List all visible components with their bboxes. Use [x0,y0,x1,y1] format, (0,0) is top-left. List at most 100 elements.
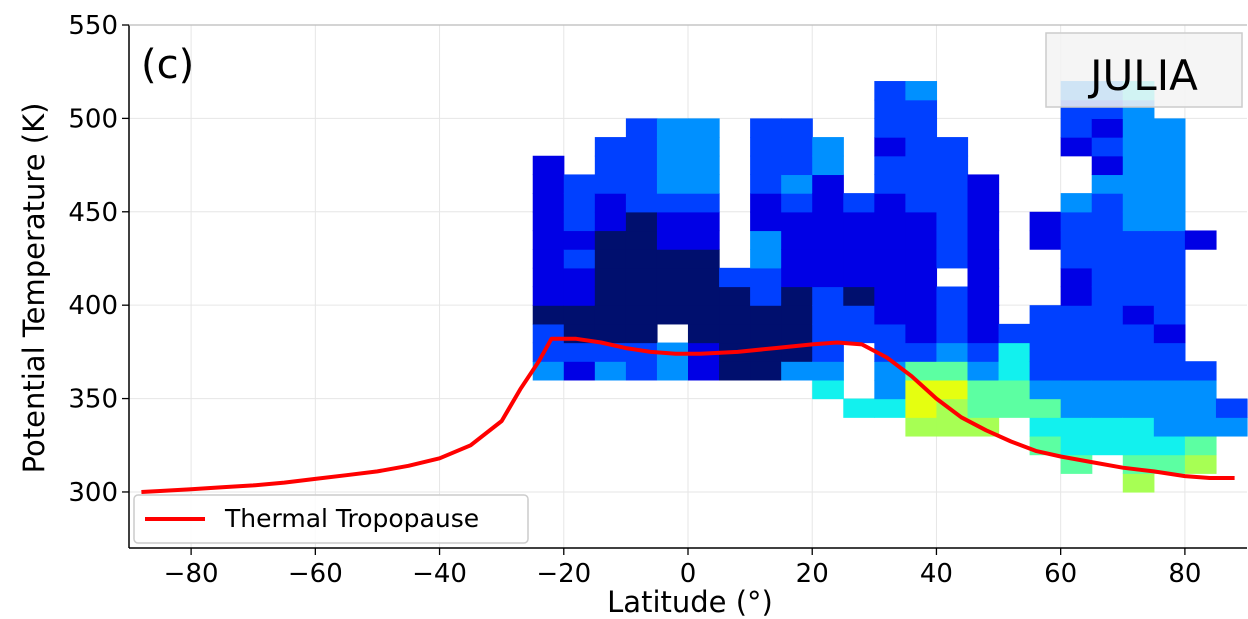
heatmap-cell [1122,286,1155,306]
heatmap-cell [625,230,658,250]
y-tick: 450 [68,198,129,228]
heatmap-cell [874,137,906,157]
heatmap-cell [594,249,627,269]
heatmap-cell [750,361,782,381]
heatmap-cell [812,342,844,362]
heatmap-cell [1153,267,1186,288]
heatmap-cell [874,155,906,176]
heatmap-cell [905,137,938,157]
heatmap-cell [594,155,627,176]
heatmap-cell [750,118,782,138]
heatmap-cell [563,193,596,213]
y-axis-label: Potential Temperature (K) [17,103,51,474]
heatmap-cell [719,305,751,325]
heatmap-cell [688,267,720,288]
heatmap-cell [688,118,720,138]
heatmap-cell [1060,435,1093,456]
heatmap-cell [905,230,938,250]
heatmap-cell [1029,342,1062,362]
heatmap-cell [563,342,596,362]
heatmap-cell [1122,398,1155,418]
heatmap-cell [874,118,906,138]
x-axis-label: Latitude (°) [607,585,773,619]
heatmap-cell [874,398,906,418]
heatmap-cell [719,286,751,306]
heatmap-cell [812,267,844,288]
heatmap-cell [812,323,844,344]
heatmap-cell [781,323,813,344]
heatmap-cell [563,174,596,194]
heatmap-cell [1153,286,1186,306]
heatmap-cell [843,305,875,325]
heatmap-cell [967,361,1000,381]
heatmap-cell [1060,398,1093,418]
heatmap-cell [750,305,782,325]
heatmap-cell [625,249,658,269]
heatmap-cell [1029,211,1062,232]
heatmap-cell [625,118,658,138]
heatmap-cell [1184,398,1217,418]
heatmap-cell [905,323,938,344]
heatmap-cell [1122,230,1155,250]
heatmap-cell [905,286,938,306]
heatmap-cell [625,155,658,176]
heatmap-cell [656,305,689,325]
heatmap-cell [1122,211,1155,232]
legend: Thermal Tropopause [133,494,529,544]
legend-label-tropopause: Thermal Tropopause [224,504,479,533]
heatmap-cell [656,249,689,269]
heatmap-cell [967,230,1000,250]
heatmap-cell [1122,323,1155,344]
heatmap-cell [750,137,782,157]
heatmap-cell [812,155,844,176]
heatmap-cell [719,361,751,381]
heatmap-cell [656,267,689,288]
heatmap-cell [1060,230,1093,250]
heatmap-cell [781,230,813,250]
y-tick-label: 400 [68,291,118,321]
heatmap-cell [967,342,1000,362]
heatmap-cell [874,286,906,306]
y-tick-label: 350 [68,385,118,415]
x-tick-label: −40 [412,559,467,589]
heatmap-cell [688,249,720,269]
heatmap-cell [1122,361,1155,381]
heatmap-cell [563,286,596,306]
heatmap-cell [781,193,813,213]
heatmap-cell [532,305,565,325]
heatmap-cell [1153,361,1186,381]
heatmap-cell [812,305,844,325]
heatmap-cell [1060,417,1093,437]
heatmap-cell [625,323,658,344]
heatmap-cell [781,118,813,138]
heatmap-cell [688,323,720,344]
heatmap-cell [874,81,906,101]
heatmap-cell [874,249,906,269]
campaign-box: JULIA [1045,32,1243,108]
heatmap-cell [843,193,875,213]
heatmap-cell [656,155,689,176]
heatmap-cell [1029,361,1062,381]
heatmap-cell [750,249,782,269]
heatmap-cell [781,267,813,288]
heatmap-cell [843,249,875,269]
heatmap-cell [1060,249,1093,269]
heatmap-cell [532,267,565,288]
x-tick: 60 [1044,548,1077,589]
heatmap-cell [719,323,751,344]
heatmap-cell [967,249,1000,269]
heatmap-cell [656,193,689,213]
heatmap-cell [874,305,906,325]
heatmap-cell [1153,379,1186,400]
heatmap-cell [1153,174,1186,194]
heatmap-cell [967,286,1000,306]
heatmap-cell [1091,230,1124,250]
heatmap-cell [594,211,627,232]
heatmap-cell [594,361,627,381]
heatmap-cell [750,174,782,194]
heatmap-cell [625,137,658,157]
heatmap-cell [1153,323,1186,344]
heatmap-cell [532,155,565,176]
heatmap-cell [1060,137,1093,157]
y-tick-label: 500 [68,104,118,134]
